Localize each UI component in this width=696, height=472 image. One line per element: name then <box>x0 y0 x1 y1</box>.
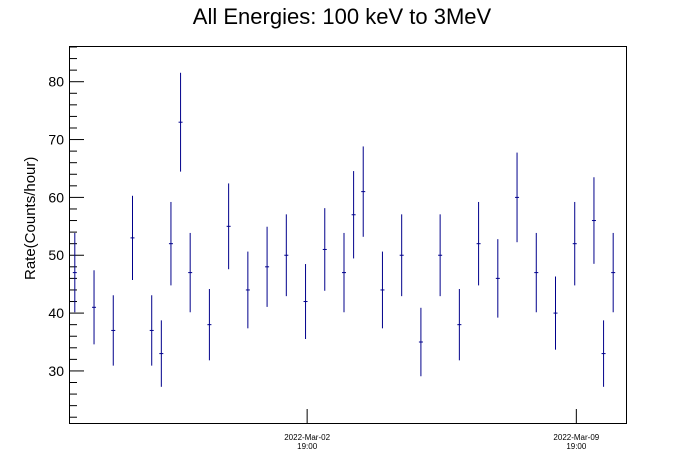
y-tick-label: 80 <box>48 74 64 90</box>
plot-frame <box>69 46 627 424</box>
x-tick-label-time: 19:00 <box>566 442 587 451</box>
x-tick-label: 2022-Mar-02 <box>284 433 330 442</box>
y-tick-label: 50 <box>48 247 64 263</box>
data-series <box>72 72 616 387</box>
y-tick-label: 40 <box>48 305 64 321</box>
y-tick-label: 70 <box>48 132 64 148</box>
y-axis: 30 40 50 60 70 80 <box>48 46 84 418</box>
y-tick-label: 60 <box>48 189 64 205</box>
x-tick-label-time: 19:00 <box>297 442 318 451</box>
y-axis-label: Rate(Counts/hour) <box>22 157 39 280</box>
x-tick-label: 2022-Mar-09 <box>553 433 599 442</box>
y-tick-label: 30 <box>48 363 64 379</box>
chart-title: All Energies: 100 keV to 3MeV <box>193 4 492 29</box>
plot-area <box>69 46 627 424</box>
